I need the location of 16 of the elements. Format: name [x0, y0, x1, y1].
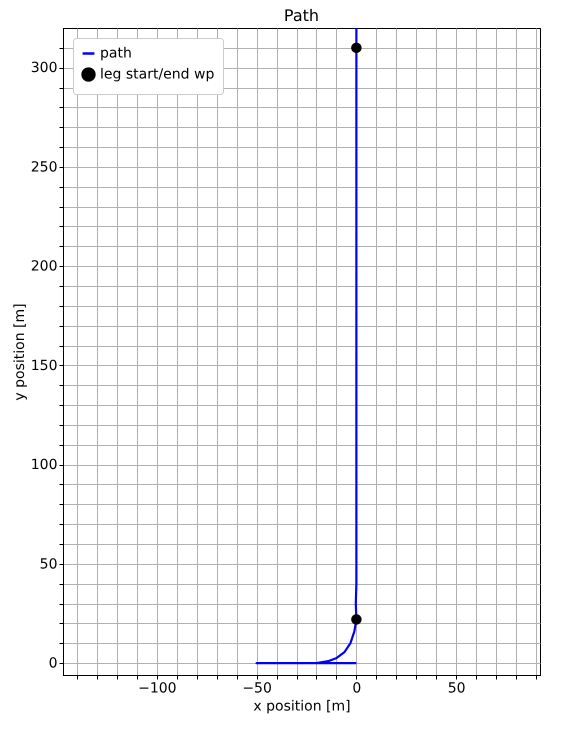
y-tick-label: 100 — [30, 457, 58, 474]
x-tick-label: −50 — [242, 680, 272, 696]
y-axis-title: y position [m] — [12, 303, 28, 401]
y-tick-label: 200 — [30, 258, 58, 275]
y-tick-label: 300 — [30, 60, 58, 76]
y-tick-label: 150 — [30, 358, 58, 374]
legend-label: path — [100, 46, 132, 62]
y-tick-label: 50 — [40, 556, 58, 572]
chart-title: Path — [284, 6, 320, 25]
x-axis-title: x position [m] — [253, 698, 351, 714]
y-tick-label: 0 — [48, 656, 58, 672]
x-tick-label: −100 — [138, 680, 177, 696]
x-tick-label: 50 — [448, 680, 466, 696]
x-tick-label: 0 — [352, 680, 362, 696]
y-tick-label: 250 — [30, 159, 58, 176]
legend-label: leg start/end wp — [100, 66, 214, 82]
